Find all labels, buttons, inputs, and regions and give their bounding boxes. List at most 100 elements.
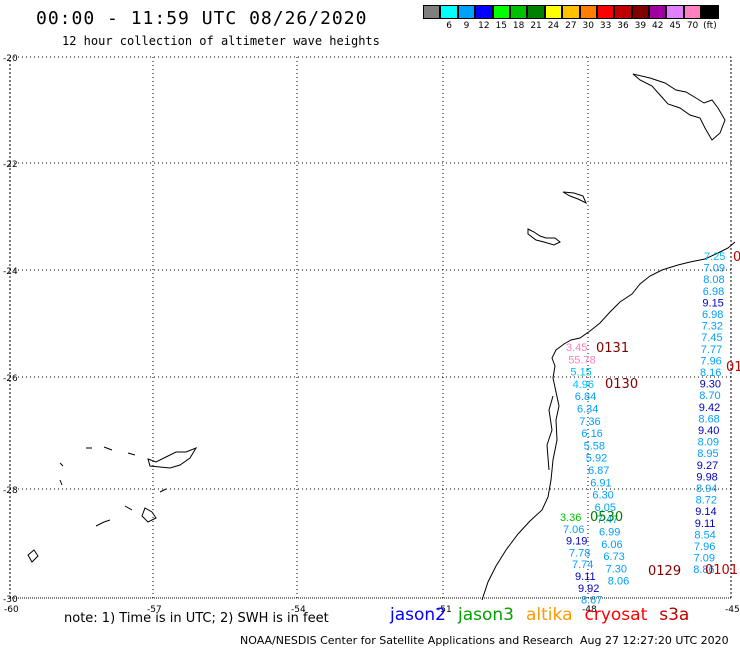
track-a-value: 7.25 (704, 251, 725, 263)
scale-item: 15 (492, 5, 510, 31)
lon-label: -60 (4, 605, 19, 615)
scale-swatch (683, 5, 702, 19)
scale-label: 70 (686, 21, 699, 31)
credit-line: NOAA/NESDIS Center for Satellite Applica… (240, 634, 574, 647)
scale-swatch (596, 5, 615, 19)
track-b-value: 7.36 (579, 416, 600, 428)
altimeter-tracks: 7.257.098.086.989.156.987.327.457.777.96… (560, 250, 740, 607)
scale-swatch (614, 5, 632, 19)
islet-cluster-c (27, 462, 64, 563)
track-a-value: 8.94 (696, 483, 717, 495)
pass-label: 0101 (705, 563, 738, 578)
scale-swatch (492, 5, 510, 19)
scale-item: 6 (440, 5, 458, 31)
scale-item: 42 (649, 5, 667, 31)
lon-label: -48 (582, 605, 597, 615)
track-a-value: 7.09 (694, 553, 715, 565)
track-c-value: 9.19 (566, 536, 587, 548)
track-c-value: 8.67 (581, 595, 602, 607)
track-a-value: 7.32 (702, 321, 723, 333)
lon-label: -51 (437, 605, 452, 615)
track-a-value: 6.98 (703, 286, 724, 298)
track-a-value: 9.11 (695, 518, 716, 530)
scale-swatch (423, 5, 441, 19)
track-a-value: 9.30 (700, 379, 721, 391)
footer-note: note: 1) Time is in UTC; 2) SWH is in fe… (64, 611, 329, 626)
track-b-value: 3.45 (566, 342, 587, 354)
lat-lon-grid: -20-22-24-26-28-30-60-57-54-51-48-45 (3, 54, 740, 615)
map-subtitle: 12 hour collection of altimeter wave hei… (62, 34, 380, 48)
track-a-value: 8.09 (698, 437, 719, 449)
track-b-value: 5.58 (584, 440, 605, 452)
scale-label: 6 (446, 21, 452, 31)
scale-label: 18 (512, 21, 525, 31)
satellite-name: s3a (659, 605, 690, 625)
mainland-coast (481, 241, 736, 601)
scale-swatch (649, 5, 667, 19)
scale-swatch (475, 5, 493, 19)
lat-label: -28 (3, 486, 18, 496)
scale-item: 24 (544, 5, 563, 31)
scale-swatch (509, 5, 528, 19)
lat-label: -26 (3, 374, 18, 384)
track-b-value: 7.47 (597, 514, 618, 526)
scale-item: 33 (596, 5, 615, 31)
track-a-value: 9.98 (696, 471, 717, 483)
color-scale-legend: 6 9 12 15 18 21 24 27 30 33 36 39 42 45 70 (ft) (423, 5, 719, 31)
track-b-value: 6.05 (595, 502, 616, 514)
track-b-value: 5.15 (570, 367, 591, 379)
track-a-value: 7.96 (700, 355, 721, 367)
scale-item: 12 (475, 5, 493, 31)
track-b-value: 4.96 (573, 379, 594, 391)
track-a-value: 9.40 (698, 425, 719, 437)
track-a-value: 8.68 (698, 413, 719, 425)
lon-label: -45 (725, 605, 740, 615)
scale-label: 15 (495, 21, 507, 31)
scale-item (423, 5, 441, 31)
scale-label: (ft) (703, 21, 717, 31)
track-b-value: 6.91 (590, 477, 611, 489)
scale-label: 27 (565, 21, 577, 31)
lat-label: -20 (3, 54, 18, 64)
track-b-value: 6.99 (599, 527, 620, 539)
coastline (27, 73, 736, 601)
track-a-value: 7.45 (701, 332, 722, 344)
scale-swatch (457, 5, 476, 19)
islet-cluster-b (95, 488, 167, 527)
scale-item: (ft) (701, 5, 719, 31)
island-mid (562, 191, 587, 205)
map-frame (9, 56, 732, 599)
island-top-right (632, 73, 726, 141)
track-b-value: 6.16 (581, 428, 602, 440)
track-a-value: 9.27 (697, 460, 718, 472)
scale-label: 21 (530, 21, 542, 31)
track-b-value: 7.30 (606, 563, 627, 575)
track-a-value: 8.86 (693, 564, 714, 576)
track-b-value: 6.34 (577, 404, 598, 416)
track-a-value: 8.95 (697, 448, 718, 460)
lagoon-coast (546, 395, 554, 471)
track-a-value: 8.08 (703, 274, 724, 286)
scale-swatch (579, 5, 597, 19)
scale-item: 36 (614, 5, 632, 31)
pass-label: 01 (726, 360, 740, 375)
track-b-value: 55.78 (568, 354, 596, 366)
scale-item: 18 (509, 5, 528, 31)
scale-swatch (527, 5, 545, 19)
track-c-value: 3.36 (560, 512, 581, 524)
pass-label: 0129 (648, 564, 681, 579)
track-a-value: 6.98 (702, 309, 723, 321)
track-b-value: 8.06 (608, 576, 629, 588)
scale-label: 24 (547, 21, 560, 31)
track-c-value: 9.11 (575, 571, 596, 583)
scale-label: 33 (599, 21, 612, 31)
pass-label: 0130 (605, 377, 638, 392)
track-a-value: 7.96 (694, 541, 715, 553)
scale-label: 42 (652, 21, 664, 31)
track-b-value: 6.30 (592, 490, 613, 502)
scale-item: 9 (457, 5, 476, 31)
track-c-value: 7.78 (569, 547, 590, 559)
track-b-value: 6.87 (588, 465, 609, 477)
track-a-value: 8.16 (700, 367, 721, 379)
pass-label: 0131 (596, 341, 629, 356)
